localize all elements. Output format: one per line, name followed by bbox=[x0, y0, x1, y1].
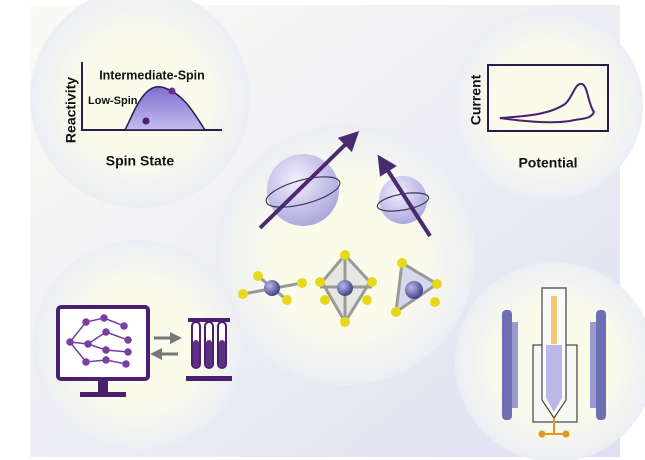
solution bbox=[546, 345, 562, 412]
test-tubes bbox=[186, 318, 232, 381]
spin-panel: Reactivity Intermediate-Spin Low-Spin Sp… bbox=[63, 62, 222, 169]
node bbox=[102, 356, 110, 364]
spectro-cell bbox=[502, 287, 606, 438]
node bbox=[124, 336, 132, 344]
ligand bbox=[315, 277, 325, 287]
terminal bbox=[538, 430, 546, 438]
ligand bbox=[397, 258, 407, 268]
node bbox=[124, 348, 132, 356]
molecules bbox=[238, 250, 442, 327]
cv-panel: Current Potential bbox=[468, 64, 609, 171]
node bbox=[102, 346, 110, 354]
plate bbox=[596, 310, 606, 420]
node bbox=[120, 322, 128, 330]
ligand bbox=[340, 317, 350, 327]
node bbox=[122, 360, 130, 368]
cv-curve bbox=[499, 82, 596, 124]
edges bbox=[69, 317, 129, 365]
node bbox=[66, 338, 74, 346]
plot-frame bbox=[487, 64, 609, 132]
ligand bbox=[367, 277, 377, 287]
electrode bbox=[551, 296, 557, 344]
y-axis-label: Current bbox=[468, 74, 484, 125]
ligand bbox=[340, 250, 350, 260]
metal bbox=[405, 281, 423, 299]
liquid bbox=[206, 340, 212, 367]
ligand bbox=[297, 278, 307, 288]
network bbox=[66, 314, 132, 368]
ligand bbox=[238, 289, 248, 299]
annotation: Intermediate-Spin bbox=[99, 68, 205, 82]
ligand bbox=[430, 297, 440, 307]
liquid bbox=[219, 340, 225, 367]
monitor-base bbox=[80, 392, 126, 397]
x-axis-label: Potential bbox=[518, 155, 577, 171]
bubble bbox=[453, 10, 643, 200]
ligand bbox=[320, 295, 330, 305]
y-axis-label: Reactivity bbox=[63, 77, 79, 143]
ligand bbox=[432, 279, 442, 289]
x-axis-label: Spin State bbox=[106, 153, 175, 169]
monitor-stand bbox=[98, 380, 108, 392]
spin-spheres bbox=[258, 131, 432, 238]
node bbox=[82, 358, 90, 366]
metal bbox=[264, 280, 280, 296]
liquid bbox=[193, 340, 199, 367]
computation bbox=[56, 305, 232, 397]
node bbox=[100, 314, 108, 322]
node bbox=[84, 340, 92, 348]
ligand bbox=[253, 271, 263, 281]
spin-arrow bbox=[377, 154, 432, 238]
annotation: Low-Spin bbox=[88, 95, 138, 107]
plate bbox=[502, 310, 512, 420]
rack bbox=[186, 376, 232, 381]
orbit bbox=[265, 176, 341, 208]
terminal bbox=[562, 430, 570, 438]
intermediate-spin-point bbox=[168, 87, 176, 95]
sphere bbox=[267, 154, 339, 226]
rack bbox=[188, 318, 230, 322]
ligand bbox=[362, 295, 372, 305]
node bbox=[82, 318, 90, 326]
node bbox=[102, 328, 110, 336]
metal bbox=[337, 280, 353, 296]
plate-edge bbox=[512, 322, 518, 408]
ligand bbox=[282, 295, 292, 305]
spin-arrow bbox=[258, 131, 360, 230]
plate-edge bbox=[590, 322, 596, 408]
ligand bbox=[391, 307, 401, 317]
low-spin-point bbox=[142, 117, 150, 125]
